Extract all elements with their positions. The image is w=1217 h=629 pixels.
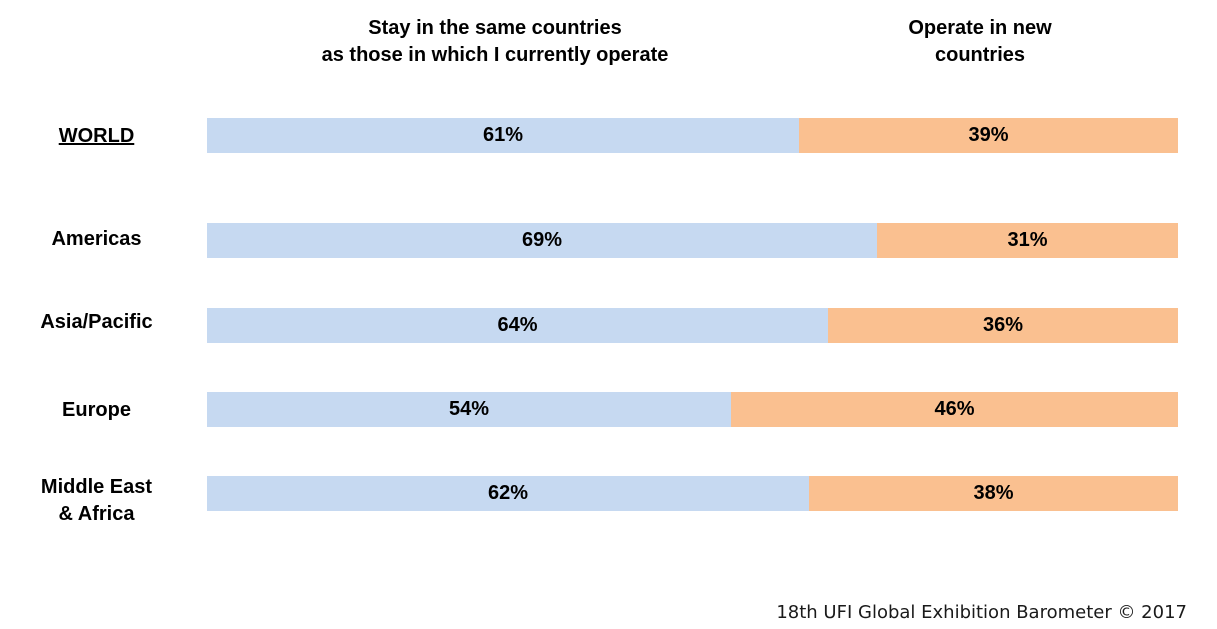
bar-new-world: 39% [799, 118, 1178, 153]
source-footer: 18th UFI Global Exhibition Barometer © 2… [776, 602, 1187, 623]
category-label-line: Middle East [40, 476, 153, 498]
category-label-line: & Africa [58, 503, 135, 525]
bar-row-world: 61% 39% [207, 118, 1178, 153]
data-label: 54% [448, 398, 490, 420]
bar-stay-americas: 69% [207, 223, 877, 258]
legend-stay-line-2: as those in which I currently operate [321, 44, 669, 66]
bar-row-americas: 69% 31% [207, 223, 1178, 258]
bar-new-asia-pacific: 36% [828, 308, 1178, 343]
bar-stay-asia-pacific: 64% [207, 308, 828, 343]
category-label-middle-east-africa: Middle East & Africa [14, 474, 179, 528]
bar-row-europe: 54% 46% [207, 392, 1178, 427]
data-label: 38% [973, 482, 1014, 504]
bar-row-middle-east-africa: 62% 38% [207, 476, 1178, 511]
category-label-line: Europe [62, 399, 131, 421]
bar-stay-world: 61% [207, 118, 799, 153]
category-label-europe: Europe [14, 397, 179, 424]
category-label-world: WORLD [14, 123, 179, 150]
bar-stay-middle-east-africa: 62% [207, 476, 809, 511]
data-label: 69% [521, 229, 563, 251]
data-label: 61% [482, 124, 524, 146]
data-label: 46% [934, 398, 975, 420]
bar-new-middle-east-africa: 38% [809, 476, 1178, 511]
bar-new-americas: 31% [877, 223, 1178, 258]
bar-new-europe: 46% [731, 392, 1178, 427]
data-label: 36% [982, 314, 1024, 336]
data-label: 31% [1007, 229, 1048, 251]
legend-stay: Stay in the same countries as those in w… [270, 15, 720, 69]
legend-new: Operate in new countries [860, 15, 1100, 69]
category-label-americas: Americas [14, 226, 179, 253]
data-label: 62% [487, 482, 529, 504]
bar-row-asia-pacific: 64% 36% [207, 308, 1178, 343]
data-label: 39% [968, 124, 1009, 146]
legend-new-line-2: countries [934, 44, 1026, 66]
legend-stay-line-1: Stay in the same countries [368, 17, 622, 39]
category-label-asia-pacific: Asia/Pacific [14, 309, 179, 336]
data-label: 64% [497, 314, 538, 336]
category-label-line: Asia/Pacific [40, 311, 153, 333]
legend-new-line-1: Operate in new [908, 17, 1052, 39]
bar-stay-europe: 54% [207, 392, 731, 427]
category-label-line: WORLD [58, 125, 135, 147]
category-label-line: Americas [51, 228, 142, 250]
